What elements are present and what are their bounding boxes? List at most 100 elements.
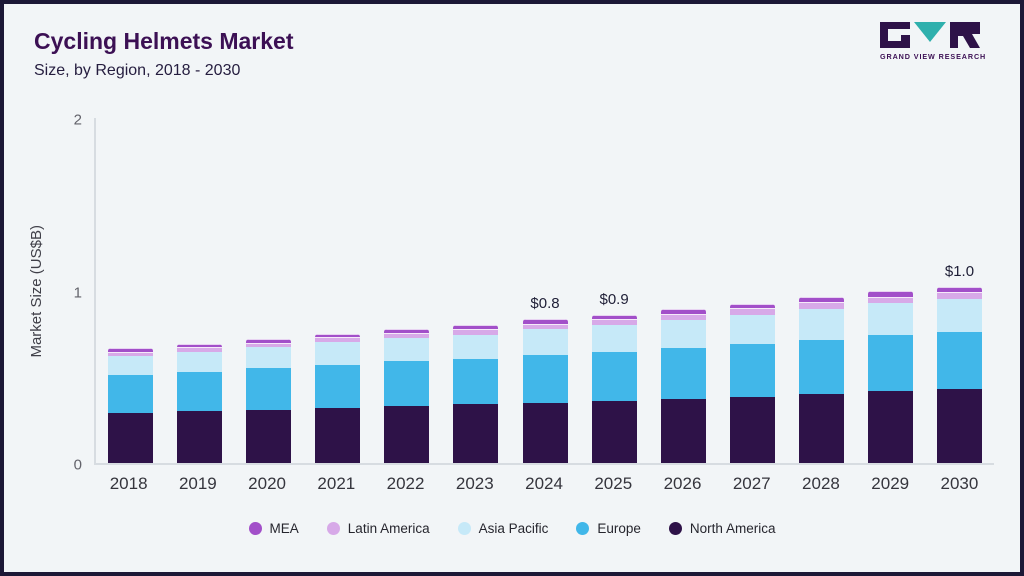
bar-segment-latin-america: [177, 347, 223, 352]
stacked-bar: [591, 314, 637, 463]
bar-column-2030: $1.0: [925, 118, 994, 463]
bar-segment-mea: [384, 328, 430, 333]
bar-segment-north-america: [177, 411, 223, 463]
bar-column-2021: [303, 118, 372, 463]
y-axis-title-wrap: Market Size (US$B): [28, 118, 45, 465]
bar-segment-europe: [177, 371, 223, 412]
bar-segment-europe: [936, 331, 982, 389]
bar-segment-latin-america: [729, 308, 775, 315]
bar-segment-asia-pacific: [729, 314, 775, 344]
legend-dot-icon: [668, 522, 682, 535]
bar-segment-asia-pacific: [591, 325, 637, 352]
bar-segment-mea: [453, 325, 499, 330]
bar-value-label: $0.9: [599, 290, 629, 308]
x-axis-labels: 2018 2019 2020 2021 2022 2023 2024 2025 2026 2027…: [94, 474, 994, 494]
bar-segment-europe: [522, 355, 568, 403]
x-tick-label: 2030: [940, 474, 979, 493]
stacked-bar: [177, 344, 223, 463]
bar-segment-north-america: [315, 407, 361, 463]
stacked-bar: [936, 287, 982, 463]
legend-item-asia-pacific: Asia Pacific: [457, 521, 548, 536]
bar-column-2019: [165, 118, 234, 463]
bar-column-2023: [441, 118, 510, 463]
x-tick-label: 2022: [386, 474, 425, 493]
y-tick-label: 1: [73, 284, 82, 301]
bar-segment-asia-pacific: [867, 303, 913, 336]
bar-segment-latin-america: [315, 337, 361, 343]
x-tick-label: 2023: [455, 474, 494, 493]
stacked-bar: [384, 328, 430, 463]
bar-segment-north-america: [867, 391, 913, 463]
bar-segment-north-america: [591, 400, 637, 463]
bar-segment-north-america: [108, 412, 154, 463]
bar-column-2026: [649, 118, 718, 463]
logo-v-triangle-icon: [914, 22, 946, 42]
stacked-bar: [522, 319, 568, 463]
x-tick-label: 2028: [802, 474, 840, 493]
bar-segment-europe: [591, 351, 637, 401]
bar-segment-latin-america: [384, 332, 430, 338]
bar-segment-asia-pacific: [177, 351, 223, 372]
bar-column-2029: [856, 118, 925, 463]
bar-segment-europe: [384, 361, 430, 407]
bar-segment-latin-america: [798, 302, 844, 309]
bar-column-2018: [96, 118, 165, 463]
bar-segment-latin-america: [246, 342, 292, 348]
x-tick-label: 2026: [663, 474, 702, 493]
bar-segment-latin-america: [453, 329, 499, 335]
bar-segment-mea: [246, 339, 292, 343]
logo-wordmark: GRAND VIEW RESEARCH: [880, 52, 986, 61]
chart-legend: MEA Latin America Asia Pacific Europe North …: [4, 521, 1020, 536]
bar-segment-mea: [936, 287, 982, 293]
y-tick-label: 0: [73, 456, 82, 474]
bar-column-2025: $0.9: [580, 118, 649, 463]
grand-view-research-logo: GRAND VIEW RESEARCH: [880, 22, 986, 61]
plot-area: $0.8 $0.9 $1.0: [94, 118, 994, 465]
y-axis-ticks: 2 1 0: [50, 112, 82, 474]
y-tick-label: 2: [73, 111, 82, 129]
bar-segment-europe: [729, 343, 775, 397]
legend-label: MEA: [269, 521, 299, 536]
bar-segment-north-america: [453, 404, 499, 463]
stacked-bar: [798, 297, 844, 463]
bar-segment-north-america: [660, 399, 706, 463]
x-tick-label: 2019: [178, 474, 217, 493]
bar-segment-mea: [177, 344, 223, 348]
bar-segment-europe: [108, 375, 154, 413]
bar-column-2024: $0.8: [510, 118, 579, 463]
bar-segment-north-america: [246, 409, 292, 463]
bar-segment-asia-pacific: [246, 347, 292, 369]
bar-segment-asia-pacific: [108, 356, 154, 376]
bar-value-label: $0.8: [530, 295, 560, 313]
stacked-bar: [315, 333, 361, 463]
legend-label: Latin America: [347, 521, 430, 536]
x-tick-label: 2024: [525, 474, 563, 493]
bar-segment-europe: [867, 335, 913, 392]
legend-item-mea: MEA: [248, 521, 299, 536]
x-tick-label: 2018: [109, 474, 148, 493]
legend-label: North America: [689, 521, 776, 536]
bar-segment-latin-america: [867, 296, 913, 304]
bar-segment-asia-pacific: [384, 337, 430, 362]
stacked-bar: [246, 339, 292, 463]
bar-segment-north-america: [522, 402, 568, 463]
legend-item-latin-america: Latin America: [326, 521, 430, 536]
bar-segment-europe: [453, 358, 499, 405]
logo-r-glyph: [950, 22, 980, 48]
bar-segment-north-america: [798, 394, 844, 463]
bar-column-2028: [787, 118, 856, 463]
page-title: Cycling Helmets Market: [34, 28, 294, 54]
bar-segment-europe: [660, 348, 706, 400]
bar-segment-latin-america: [660, 313, 706, 320]
bar-segment-mea: [798, 297, 844, 303]
x-tick-label: 2025: [594, 474, 633, 493]
x-tick-label: 2020: [248, 474, 286, 493]
bar-segment-north-america: [384, 406, 430, 463]
stacked-bar: [453, 325, 499, 463]
bar-segment-asia-pacific: [453, 334, 499, 359]
bar-segment-asia-pacific: [798, 308, 844, 340]
legend-dot-icon: [576, 522, 590, 535]
bar-value-label: $1.0: [944, 263, 975, 281]
logo-g-glyph: [880, 22, 910, 48]
